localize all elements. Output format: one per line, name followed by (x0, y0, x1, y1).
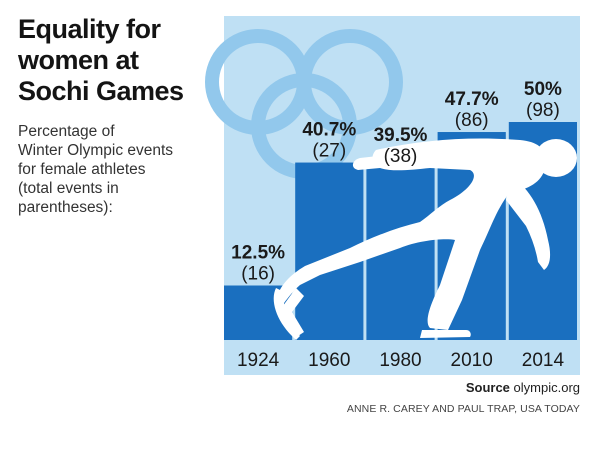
value-label-1960: 40.7% (302, 120, 356, 141)
x-tick-labels-group: 1924 1960 1980 2010 2014 (237, 350, 565, 371)
source-line: Source olympic.org (466, 380, 580, 395)
subtitle-line-4: (total events in (18, 180, 119, 197)
subtitle-line-2: Winter Olympic events (18, 142, 174, 159)
speed-skater-icon (273, 138, 577, 340)
x-tick-1960: 1960 (308, 350, 350, 371)
credit-line: ANNE R. CAREY AND PAUL TRAP, USA TODAY (346, 403, 580, 415)
subtitle-line-5: parentheses): (18, 199, 113, 216)
value-labels-group: 12.5%(16) 40.7%(27) 39.5%(38) 47.7%(86) 50%(… (231, 79, 562, 285)
x-axis-strip (224, 340, 580, 375)
title-line-2: women at (18, 45, 139, 75)
event-count-1980: (38) (384, 146, 418, 167)
title-line-1: Equality for (18, 14, 161, 44)
source-value: olympic.org (513, 380, 580, 395)
source-label: Source (465, 380, 510, 395)
x-tick-2014: 2014 (522, 350, 565, 371)
x-tick-2010: 2010 (451, 350, 493, 371)
chart-title: Equality for women at Sochi Games (18, 14, 223, 107)
value-label-2010: 47.7% (445, 89, 499, 110)
subtitle-line-1: Percentage of (18, 123, 115, 140)
event-count-1960: (27) (312, 141, 346, 162)
chart-subtitle: Percentage of Winter Olympic events for … (18, 122, 223, 217)
event-count-1924: (16) (241, 264, 275, 285)
value-label-2014: 50% (524, 79, 562, 100)
event-count-2014: (98) (526, 100, 560, 121)
event-count-2010: (86) (455, 110, 489, 131)
subtitle-line-3: for female athletes (18, 161, 146, 178)
title-line-3: Sochi Games (18, 76, 184, 106)
x-tick-1924: 1924 (237, 350, 280, 371)
x-tick-1980: 1980 (379, 350, 421, 371)
value-label-1924: 12.5% (231, 243, 285, 264)
value-label-1980: 39.5% (374, 125, 428, 146)
